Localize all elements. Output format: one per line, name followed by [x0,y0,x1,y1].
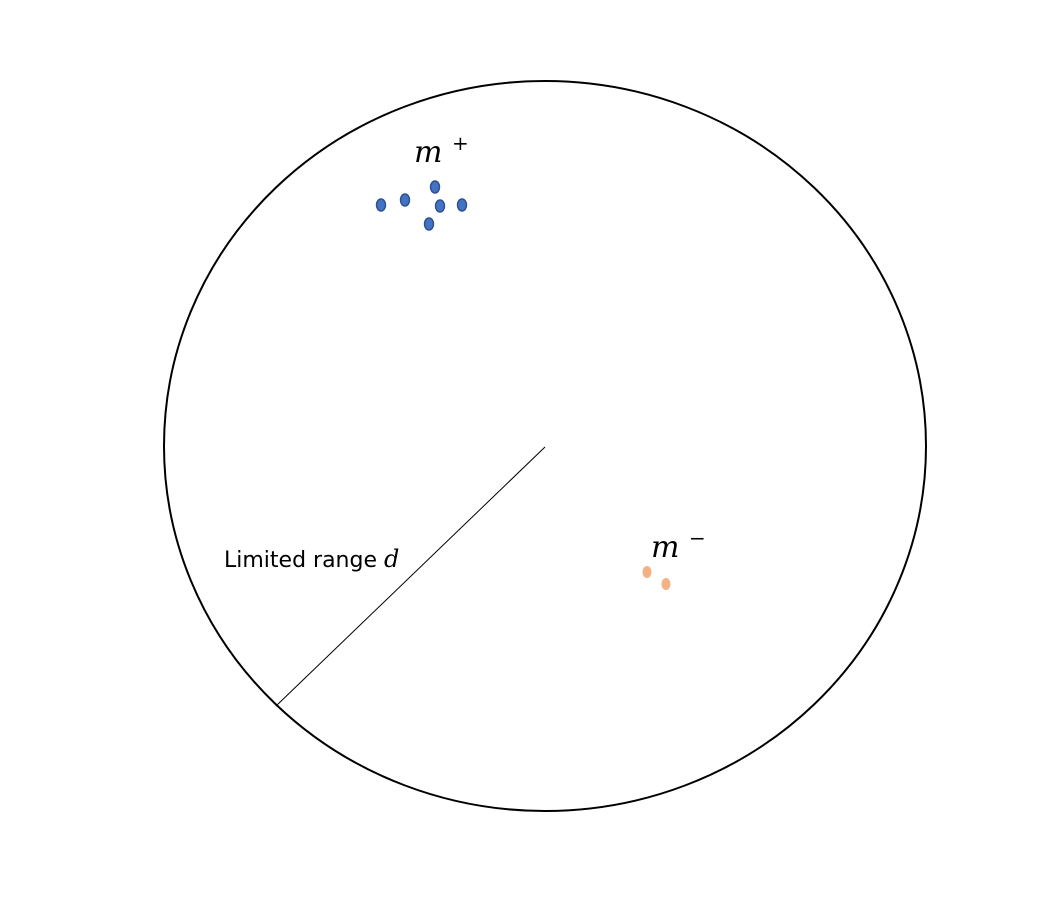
range-label-variable: d [384,545,399,573]
positive-point [423,217,435,231]
range-label: Limited range d [224,545,399,573]
negative-group-label: m − [651,526,706,565]
negative-points [642,566,671,590]
positive-point [434,199,446,213]
positive-point [375,198,387,212]
positive-group-superscript: + [452,131,469,155]
positive-group-label: m + [414,131,469,170]
negative-group-symbol: m [651,530,679,565]
positive-point [399,193,411,207]
positive-point [456,198,468,212]
positive-points [375,180,468,231]
positive-group-symbol: m [414,135,442,170]
range-circle [163,80,927,812]
negative-point [661,578,671,590]
range-label-text: Limited range [224,548,384,573]
negative-point [642,566,652,578]
positive-point [429,180,441,194]
range-radius-line [275,446,546,707]
negative-group-superscript: − [689,526,706,550]
